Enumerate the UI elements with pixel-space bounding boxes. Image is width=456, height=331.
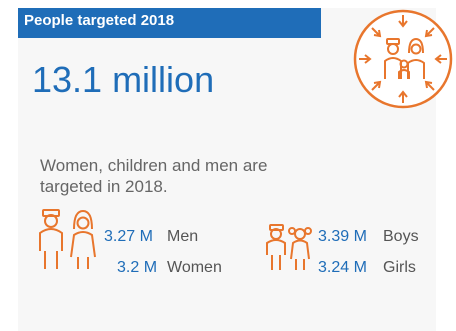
women-label: Women [167, 259, 222, 276]
men-value: 3.27 M [104, 228, 153, 245]
girls-label: Girls [383, 259, 416, 276]
card-header [18, 8, 321, 38]
total-targeted: 13.1 million [32, 59, 215, 100]
men-label: Men [167, 228, 199, 245]
adults-icon [39, 209, 96, 269]
women-value: 3.2 M [117, 259, 158, 276]
targeted-people-icon [353, 9, 453, 109]
card-title: People targeted 2018 [24, 12, 175, 29]
boys-value: 3.39 M [318, 228, 367, 245]
description-text: Women, children and men are targeted in … [40, 156, 268, 196]
girls-value: 3.24 M [318, 259, 367, 276]
children-icon [266, 224, 312, 270]
boys-label: Boys [383, 228, 419, 245]
